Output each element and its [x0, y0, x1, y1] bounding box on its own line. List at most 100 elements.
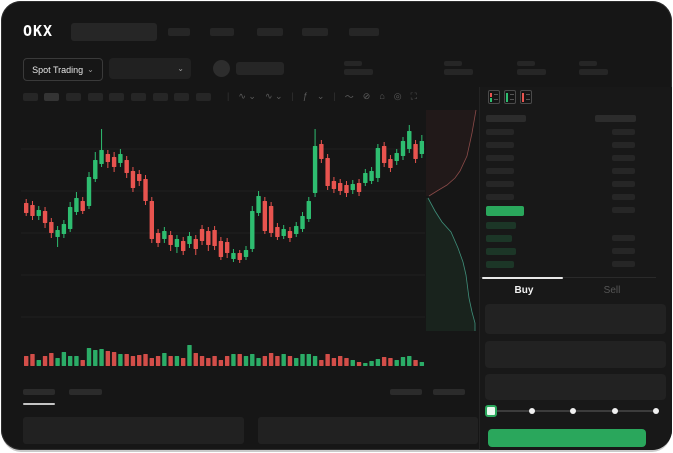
volume-bar	[93, 350, 98, 366]
timeframe-skeleton[interactable]	[196, 93, 211, 101]
candle-body	[394, 153, 399, 161]
nav-item-skeleton[interactable]	[349, 28, 379, 36]
formula-icon[interactable]: ƒ	[302, 91, 308, 101]
timeframe-skeleton[interactable]	[131, 93, 146, 101]
bottom-action-skeleton[interactable]	[433, 389, 465, 395]
pair-name-skeleton	[236, 62, 284, 75]
candlestick-chart[interactable]	[1, 107, 479, 373]
active-tab-indicator	[23, 403, 55, 405]
timeframe-skeleton[interactable]	[66, 93, 81, 101]
candle-body	[212, 230, 217, 246]
tab-buy[interactable]: Buy	[514, 284, 534, 296]
candle-body	[256, 196, 261, 213]
nav-item-skeleton[interactable]	[210, 28, 234, 36]
divider: |	[227, 91, 230, 101]
candle-body	[74, 198, 79, 212]
ask-price-skeleton	[486, 129, 514, 135]
volume-bar	[287, 356, 293, 366]
nav-item-skeleton[interactable]	[257, 28, 283, 36]
book-bids-view-icon[interactable]	[504, 90, 516, 104]
candle-body	[224, 242, 230, 253]
chevron-down-icon: ⌄	[87, 64, 94, 74]
book-asks-view-icon[interactable]	[520, 90, 532, 104]
fullscreen-icon[interactable]: ⛶	[410, 90, 417, 101]
volume-bar	[319, 360, 324, 366]
ask-price-skeleton	[486, 194, 514, 200]
interval-chevron-icon[interactable]: ⌄	[316, 90, 325, 101]
volume-bar	[325, 354, 330, 366]
volume-bar	[49, 353, 54, 366]
candle-body	[124, 160, 129, 173]
compare-icon[interactable]: ∿ ⌄	[264, 90, 283, 101]
slider-handle[interactable]	[485, 405, 497, 417]
candle-body	[281, 229, 286, 236]
target-icon[interactable]: ◎	[393, 90, 402, 101]
bottom-action-skeleton[interactable]	[390, 389, 422, 395]
trendline-icon[interactable]: 〜	[344, 91, 354, 102]
candle-body	[294, 226, 299, 234]
ask-amount-skeleton	[612, 142, 635, 148]
nav-item-skeleton[interactable]	[302, 28, 328, 36]
brush-icon[interactable]: ⊘	[362, 90, 371, 101]
candle-body	[181, 241, 186, 251]
stat-label-skeleton	[444, 61, 462, 66]
indicators-icon[interactable]: ∿ ⌄	[238, 90, 256, 101]
candle-body	[143, 179, 148, 201]
tab-sell[interactable]: Sell	[603, 284, 621, 296]
market-type-selector[interactable]: Spot Trading ⌄	[23, 58, 103, 81]
buy-submit-button[interactable]	[488, 429, 646, 447]
volume-bar	[331, 358, 337, 366]
pair-selector[interactable]: ⌄	[109, 58, 191, 79]
volume-bar	[212, 356, 217, 366]
volume-bar	[363, 363, 368, 366]
ask-price-skeleton	[486, 168, 514, 174]
timeframe-skeleton[interactable]	[44, 93, 59, 101]
volume-bar	[419, 362, 425, 366]
timeframe-skeleton[interactable]	[23, 93, 38, 101]
volume-bar	[149, 358, 154, 366]
volume-bar	[42, 356, 48, 366]
candle-body	[243, 250, 249, 257]
snapshot-icon[interactable]: ⌂	[379, 91, 385, 101]
stat-label-skeleton	[344, 61, 362, 66]
stat-value-skeleton	[444, 69, 473, 75]
timeframe-skeleton[interactable]	[153, 93, 168, 101]
volume-bar	[155, 356, 161, 366]
candle-body	[187, 236, 192, 244]
timeframe-skeleton[interactable]	[109, 93, 124, 101]
bottom-tab-skeleton[interactable]	[69, 389, 102, 395]
slider-stop-75[interactable]	[611, 408, 618, 414]
candle-body	[30, 205, 35, 216]
volume-bar	[262, 356, 268, 366]
candle-body	[199, 229, 205, 241]
candle-body	[67, 207, 73, 229]
candle-body	[413, 144, 418, 159]
candle-body	[287, 231, 293, 238]
stat-value-skeleton	[579, 69, 608, 75]
bid-price-skeleton	[486, 261, 514, 268]
candle-body	[218, 241, 224, 257]
chevron-down-icon: ⌄	[177, 63, 184, 73]
bottom-tab-skeleton-active[interactable]	[23, 389, 55, 395]
volume-bar	[30, 354, 35, 366]
price-input-skeleton[interactable]	[485, 304, 666, 334]
amount-input-skeleton[interactable]	[485, 341, 666, 368]
amount-slider[interactable]	[480, 399, 672, 423]
candle-body	[149, 201, 154, 239]
slider-stop-100[interactable]	[653, 408, 659, 414]
slider-stop-50[interactable]	[570, 408, 576, 414]
volume-bar	[413, 360, 418, 366]
volume-bar	[61, 352, 67, 366]
volume-bar	[231, 354, 236, 366]
timeframe-skeleton[interactable]	[174, 93, 189, 101]
candle-body	[80, 201, 85, 211]
total-input-skeleton[interactable]	[485, 374, 666, 400]
nav-item-skeleton[interactable]	[168, 28, 190, 36]
slider-stop-25[interactable]	[528, 408, 535, 414]
volume-bar	[86, 348, 92, 366]
book-split-view-icon[interactable]	[488, 90, 500, 104]
header-search-skeleton[interactable]	[71, 23, 157, 41]
candle-body	[193, 239, 198, 249]
depth-bids-area	[426, 198, 475, 331]
timeframe-skeleton[interactable]	[88, 93, 103, 101]
